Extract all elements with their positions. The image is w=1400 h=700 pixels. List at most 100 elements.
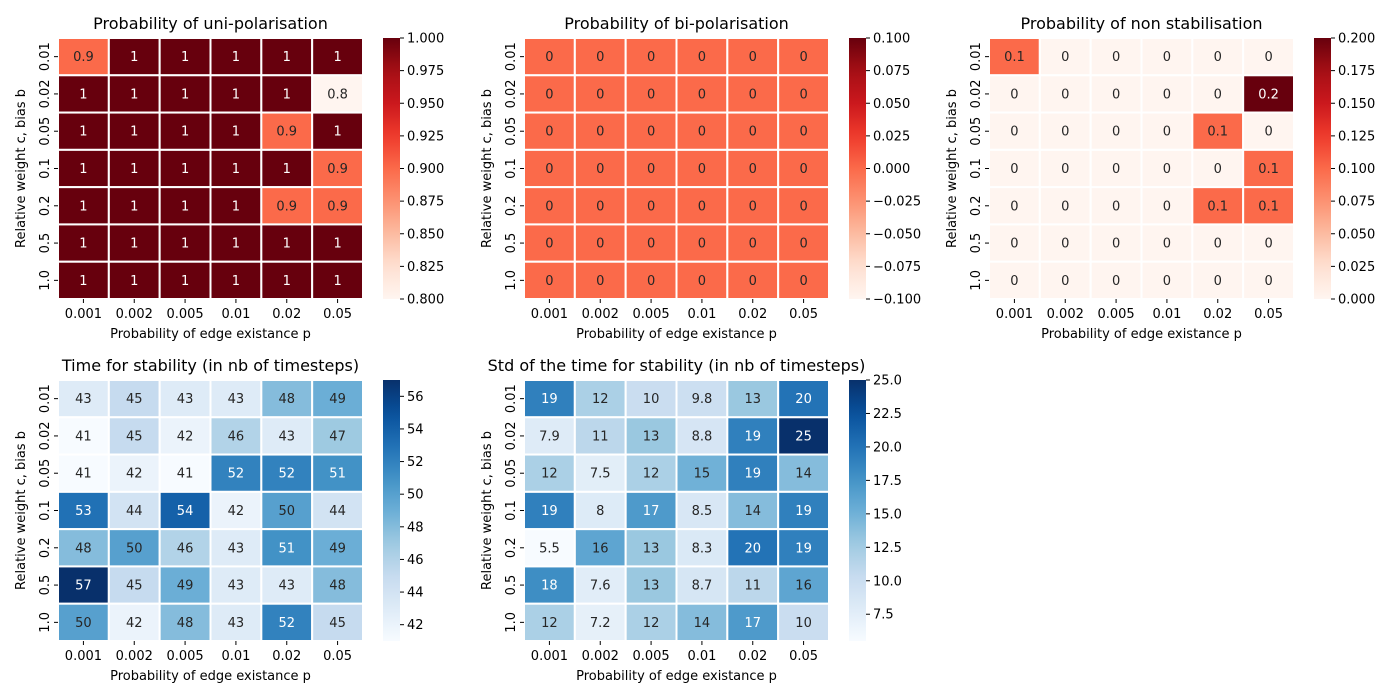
heatmap-cell (675, 453, 729, 493)
heatmap-cell (624, 111, 678, 151)
cell-label: 48 (177, 616, 194, 631)
chart-title: Probability of bi-polarisation (564, 14, 789, 33)
y-tick-label: 0.5 (38, 575, 53, 596)
cell-label: 47 (329, 429, 346, 444)
cell-label: 0.1 (1258, 162, 1279, 177)
cell-label: 0 (1163, 274, 1171, 289)
cell-label: 0 (1163, 87, 1171, 102)
heatmap-cell (311, 453, 364, 493)
heatmap-cell (777, 565, 831, 605)
cell-label: 0 (545, 87, 553, 102)
heatmap-cell (675, 148, 729, 189)
cell-label: 1 (130, 125, 138, 140)
y-tick-label: 0.2 (504, 537, 519, 558)
x-tick-label: 0.01 (221, 307, 250, 322)
heatmap-cell (311, 223, 364, 263)
heatmap-cell (57, 148, 110, 189)
y-tick-label: 0.05 (504, 459, 519, 488)
colorbar-tick-label: 0.075 (1338, 195, 1375, 210)
colorbar-tick-label: 0.950 (407, 97, 444, 112)
cell-label: 12 (592, 392, 609, 407)
colorbar-tick-label: 17.5 (873, 474, 902, 489)
cell-label: 0 (1061, 237, 1069, 252)
heatmap-cell (260, 416, 314, 456)
x-axis-label: Probability of edge existance p (110, 669, 311, 684)
cell-label: 1 (232, 274, 240, 289)
cell-label: 41 (75, 467, 92, 482)
cell-label: 0.1 (1207, 125, 1228, 140)
cell-label: 0 (545, 125, 553, 140)
colorbar-tick-label: 22.5 (873, 407, 902, 422)
cell-labels: 0.1 0 0 0 0 0 0 0 0 0 0 0.2 0 0 0 0 0.1 0 0 0 0 0 0 0.1 0 0 0 0 0.1 0… (1004, 50, 1279, 289)
colorbar-tick-label: 0.800 (407, 293, 444, 308)
cell-label: 0.9 (73, 50, 94, 65)
heatmap-cell (260, 111, 314, 151)
cell-label: 13 (643, 429, 660, 444)
cell-label: 43 (228, 541, 245, 556)
cell-label: 19 (744, 467, 761, 482)
heatmap-cell (675, 37, 729, 77)
cell-label: 0 (647, 87, 655, 102)
heatmap-cell (260, 379, 314, 419)
cell-label: 0 (647, 50, 655, 65)
heatmap-cell (624, 490, 678, 531)
y-axis: 0.01 0.02 0.05 0.1 0.2 0.5 1.0 Relative weight … (480, 384, 524, 633)
cell-label: 42 (177, 429, 194, 444)
cell-label: 7.9 (539, 429, 560, 444)
cell-label: 0 (596, 199, 604, 214)
cell-label: 17 (744, 616, 761, 631)
cell-label: 0 (1010, 274, 1018, 289)
y-tick-label: 0.02 (504, 421, 519, 450)
cell-label: 45 (126, 392, 143, 407)
heatmap-cell (57, 223, 110, 263)
heatmap-cell (1089, 37, 1143, 77)
colorbar-tick-label: 56 (407, 390, 424, 405)
cell-label: 14 (694, 616, 711, 631)
heatmap-cells (523, 37, 831, 301)
cell-label: 1 (79, 87, 87, 102)
x-tick-label: 0.01 (1152, 307, 1181, 322)
heatmap-cell (260, 186, 314, 226)
x-axis-label: Probability of edge existance p (1041, 327, 1242, 342)
cell-label: 1 (181, 237, 189, 252)
cell-label: 0 (596, 50, 604, 65)
heatmap-cell (209, 565, 263, 605)
colorbar-tick-label: 0.925 (407, 129, 444, 144)
heatmap-cell (107, 379, 161, 419)
cell-label: 12 (643, 467, 660, 482)
colorbar-tick-label: 46 (407, 553, 424, 568)
cell-label: 41 (177, 467, 194, 482)
x-tick-label: 0.005 (632, 649, 669, 664)
heatmap-cell (777, 148, 831, 189)
heatmap-cell (675, 111, 729, 151)
cell-labels: 0 0 0 0 0 0 0 0 0 0 0 0 0 0 0 0 0 0 0 0 0 0 0 0 0 0 0 0 0 0 0 0 0 0 0 0 0 0 0 0… (545, 50, 807, 289)
cell-label: 5.5 (539, 541, 560, 556)
heatmap-cell (1191, 111, 1245, 151)
cell-label: 46 (228, 429, 245, 444)
cell-label: 0 (749, 125, 757, 140)
cell-label: 0 (647, 125, 655, 140)
y-tick-label: 0.1 (38, 158, 53, 179)
cell-label: 42 (126, 467, 143, 482)
colorbar-tick-label: 0.100 (1338, 162, 1375, 177)
cell-label: 0 (1214, 162, 1222, 177)
cell-label: 1 (130, 87, 138, 102)
y-tick-label: 0.02 (38, 79, 53, 108)
x-tick-label: 0.01 (221, 649, 250, 664)
cell-label: 0 (647, 274, 655, 289)
heatmap-cell (311, 565, 364, 605)
y-tick-label: 0.1 (38, 500, 53, 521)
cell-label: 0 (1264, 50, 1272, 65)
cell-label: 0 (749, 237, 757, 252)
cell-label: 20 (795, 392, 812, 407)
colorbar-tick-label: 1.000 (407, 32, 444, 47)
x-axis-label: Probability of edge existance p (576, 669, 777, 684)
colorbar-tick-label: 25.0 (873, 374, 902, 389)
x-axis-label: Probability of edge existance p (576, 327, 777, 342)
heatmap-cells (57, 379, 364, 643)
cell-label: 43 (278, 579, 295, 594)
colorbar-tick-label: 0.875 (407, 195, 444, 210)
cell-label: 0 (1214, 237, 1222, 252)
cell-label: 0 (596, 274, 604, 289)
